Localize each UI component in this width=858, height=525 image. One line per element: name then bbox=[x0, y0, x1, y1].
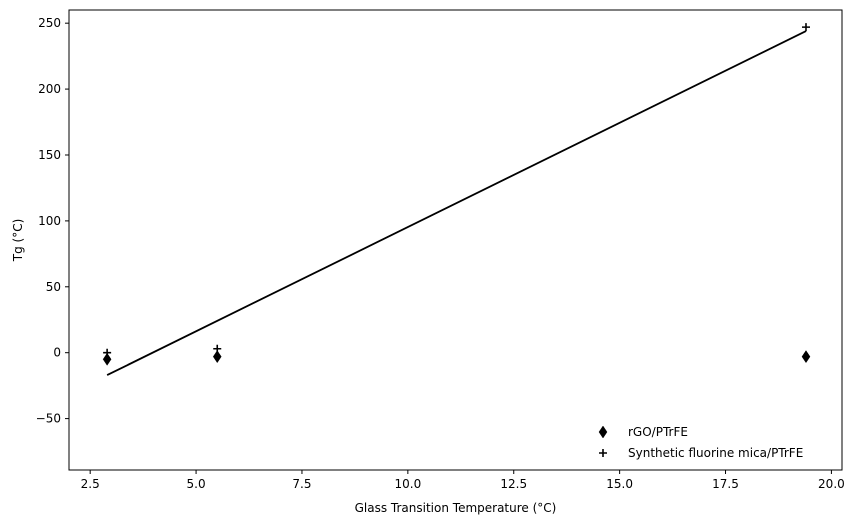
x-tick-label: 2.5 bbox=[81, 477, 100, 491]
x-tick-label: 15.0 bbox=[606, 477, 633, 491]
data-point-rgo-ptrfe bbox=[801, 350, 811, 364]
fit-line bbox=[106, 30, 807, 376]
legend-label: Synthetic fluorine mica/PTrFE bbox=[628, 446, 803, 460]
y-tick-label: −50 bbox=[36, 412, 61, 426]
data-point-rgo-ptrfe bbox=[102, 352, 112, 366]
legend-label: rGO/PTrFE bbox=[628, 425, 688, 439]
y-tick-label: 200 bbox=[38, 82, 61, 96]
x-tick-label: 5.0 bbox=[187, 477, 206, 491]
y-tick-label: 100 bbox=[38, 214, 61, 228]
plot-area bbox=[69, 10, 842, 470]
y-tick-label: 50 bbox=[46, 280, 61, 294]
data-point-mica-ptrfe bbox=[103, 348, 112, 357]
data-point-mica-ptrfe bbox=[213, 344, 222, 353]
x-tick-label: 20.0 bbox=[818, 477, 845, 491]
y-tick-label: 150 bbox=[38, 148, 61, 162]
plot-frame bbox=[68, 9, 843, 471]
y-axis: −50 0 50 100 150 200 250 bbox=[36, 16, 69, 426]
y-tick-label: 0 bbox=[53, 346, 61, 360]
x-axis: 2.5 5.0 7.5 10.0 12.5 15.0 17.5 20.0 bbox=[81, 470, 845, 491]
x-axis-label: Glass Transition Temperature (°C) bbox=[355, 501, 557, 515]
x-tick-label: 12.5 bbox=[500, 477, 527, 491]
y-axis-label: Tg (°C) bbox=[11, 219, 25, 263]
fit-line-layer bbox=[106, 30, 807, 376]
legend-marker-rgo-ptrfe bbox=[598, 425, 608, 439]
data-point-rgo-ptrfe bbox=[212, 350, 222, 364]
y-tick-label: 250 bbox=[38, 16, 61, 30]
points-layer bbox=[102, 23, 811, 366]
data-point-mica-ptrfe bbox=[801, 23, 810, 32]
legend-marker-mica-ptrfe bbox=[599, 449, 607, 457]
x-tick-label: 7.5 bbox=[292, 477, 311, 491]
legend: rGO/PTrFE Synthetic fluorine mica/PTrFE bbox=[598, 425, 803, 460]
x-tick-label: 10.0 bbox=[394, 477, 421, 491]
x-tick-label: 17.5 bbox=[712, 477, 739, 491]
